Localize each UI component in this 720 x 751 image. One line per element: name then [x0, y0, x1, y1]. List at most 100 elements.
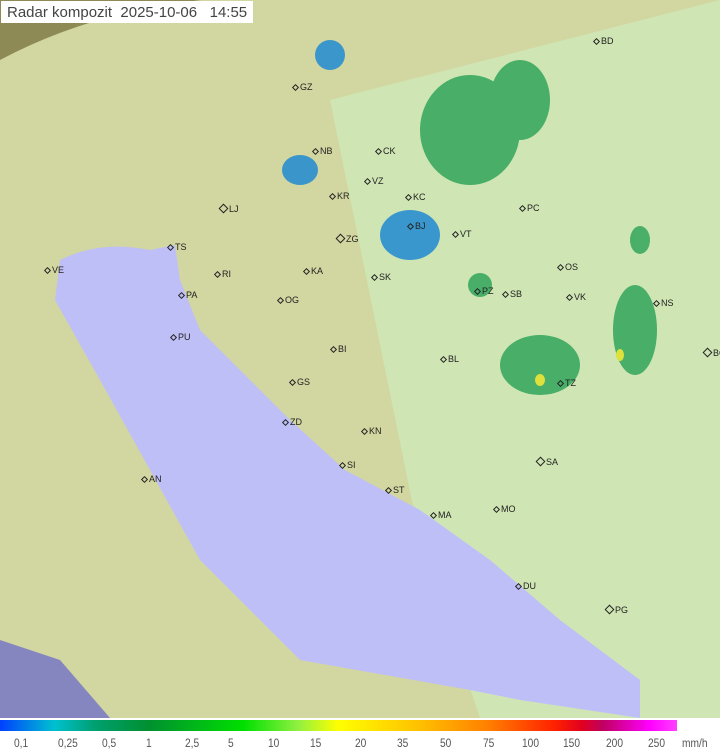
city-marker-zg: ZG [335, 233, 359, 244]
city-label: SK [379, 272, 392, 282]
city-marker-mo: MO [492, 504, 516, 514]
city-marker-ri: RI [213, 269, 231, 279]
city-dot-icon [556, 379, 565, 388]
city-dot-icon [288, 378, 297, 387]
legend-tick: 15 [310, 736, 322, 750]
city-label: MA [438, 510, 452, 520]
color-legend: 0,1 0,25 0,5 1 2,5 5 10 15 20 35 50 75 100 150 200 250 m… [0, 718, 720, 751]
city-label: NS [661, 298, 674, 308]
city-dot-icon [363, 177, 372, 186]
city-marker-lj: LJ [218, 203, 239, 214]
city-label: GS [297, 377, 311, 387]
legend-tick: 0,1 [14, 736, 29, 750]
city-label: OG [285, 295, 300, 305]
city-dot-icon [311, 147, 320, 156]
city-dot-icon [43, 266, 52, 275]
city-marker-bg: BG [702, 347, 720, 358]
map-title: Radar kompozit 2025-10-06 14:55 [1, 1, 254, 23]
city-dot-icon [384, 486, 393, 495]
city-marker-ve: VE [43, 265, 64, 275]
city-marker-pc: PC [518, 203, 540, 213]
city-dot-icon [406, 222, 415, 231]
city-marker-os: OS [556, 262, 579, 272]
city-marker-ts: TS [166, 242, 187, 252]
city-marker-ns: NS [652, 298, 674, 308]
legend-unit: mm/h [682, 736, 708, 750]
city-marker-ck: CK [374, 146, 396, 156]
city-label: SA [546, 457, 559, 467]
city-marker-sk: SK [370, 272, 392, 282]
city-marker-vk: VK [565, 292, 586, 302]
city-marker-sa: SA [535, 456, 559, 467]
city-label: PG [615, 605, 629, 615]
city-marker-du: DU [514, 581, 536, 591]
legend-tick: 0,5 [102, 736, 117, 750]
adriatic-sea [55, 245, 640, 718]
city-label: VZ [372, 176, 384, 186]
city-marker-gs: GS [288, 377, 311, 387]
city-marker-an: AN [140, 474, 162, 484]
city-dot-icon [370, 273, 379, 282]
city-dot-icon [276, 296, 285, 305]
city-marker-vz: VZ [363, 176, 384, 186]
city-label: AN [149, 474, 162, 484]
legend-tick: 100 [522, 736, 540, 750]
city-dot-icon [291, 83, 300, 92]
city-label: TZ [565, 378, 576, 388]
city-dot-icon [328, 192, 337, 201]
city-dot-icon [492, 505, 501, 514]
city-dot-icon [429, 511, 438, 520]
city-marker-pa: PA [177, 290, 198, 300]
map-background [0, 0, 720, 718]
city-marker-kc: KC [404, 192, 426, 202]
city-dot-icon [218, 203, 229, 214]
city-label: OS [565, 262, 579, 272]
city-dot-icon [565, 293, 574, 302]
city-marker-kr: KR [328, 191, 350, 201]
city-dot-icon [374, 147, 383, 156]
legend-tick: 200 [606, 736, 624, 750]
city-label: KC [413, 192, 426, 202]
legend-tick: 75 [483, 736, 495, 750]
city-label: BJ [415, 221, 426, 231]
radar-map[interactable]: Radar kompozit 2025-10-06 14:55 BD GZ NB CK… [0, 0, 720, 718]
city-marker-bi: BI [329, 344, 347, 354]
legend-tick: 0,25 [58, 736, 78, 750]
city-label: PC [527, 203, 540, 213]
city-label: LJ [229, 204, 239, 214]
city-marker-si: SI [338, 460, 356, 470]
city-marker-og: OG [276, 295, 300, 305]
city-dot-icon [501, 290, 510, 299]
city-dot-icon [338, 461, 347, 470]
city-label: PU [178, 332, 191, 342]
city-marker-ka: KA [302, 266, 323, 276]
legend-tick: 10 [268, 736, 280, 750]
legend-tick: 20 [355, 736, 367, 750]
city-label: ST [393, 485, 405, 495]
city-dot-icon [360, 427, 369, 436]
city-dot-icon [177, 291, 186, 300]
city-label: ZG [346, 234, 359, 244]
city-dot-icon [302, 267, 311, 276]
city-marker-ma: MA [429, 510, 452, 520]
city-dot-icon [592, 37, 601, 46]
city-marker-vt: VT [451, 229, 472, 239]
city-marker-pg: PG [604, 604, 629, 615]
legend-tick: 5 [228, 736, 234, 750]
city-marker-tz: TZ [556, 378, 576, 388]
city-label: PA [186, 290, 198, 300]
city-label: BL [448, 354, 460, 364]
city-dot-icon [702, 347, 713, 358]
tyrrhenian-corner [0, 640, 110, 718]
city-marker-pu: PU [169, 332, 191, 342]
city-dot-icon [652, 299, 661, 308]
city-marker-gz: GZ [291, 82, 313, 92]
city-label: RI [222, 269, 231, 279]
city-marker-pz: PZ [473, 286, 494, 296]
city-label: SI [347, 460, 356, 470]
city-label: BD [601, 36, 614, 46]
city-dot-icon [473, 287, 482, 296]
city-dot-icon [213, 270, 222, 279]
city-marker-bj: BJ [406, 221, 426, 231]
legend-tick: 250 [648, 736, 666, 750]
